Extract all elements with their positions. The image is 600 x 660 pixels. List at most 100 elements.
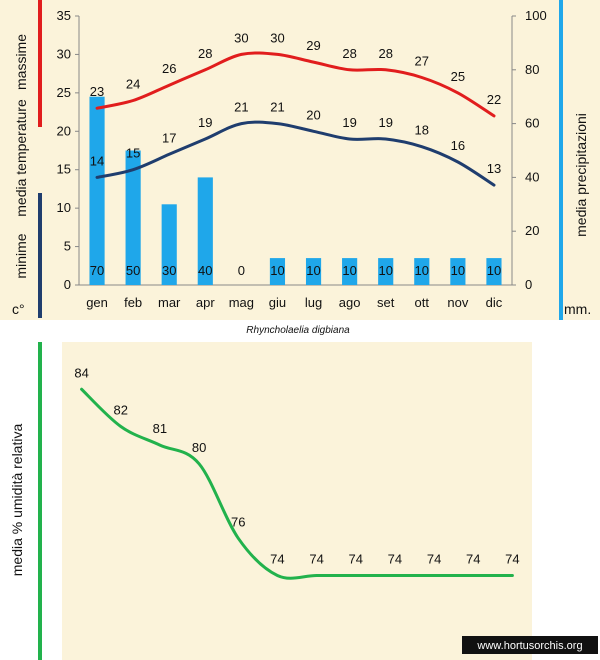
precip-bar [89,96,105,285]
humidity-value-label: 80 [192,440,206,455]
right-tick-label: 60 [525,116,539,131]
left-tick-label: 30 [57,46,71,61]
watermark-background [462,636,598,654]
precip-bar [197,177,213,285]
humidity-line [80,387,514,580]
min-value-label: 14 [90,153,104,168]
month-label: gen [86,295,108,310]
humidity-value-label: 74 [349,552,363,567]
precip-value-label: 30 [162,263,176,278]
precip-value-label: 40 [198,263,212,278]
left-tick-label: 25 [57,85,71,100]
max-value-label: 23 [90,84,104,99]
humidity-value-label: 74 [270,552,284,567]
humidity-value-label: 74 [388,552,402,567]
max-temperature-labels: 23 24 26 28 30 30 29 28 28 27 25 22 [90,30,501,106]
humidity-value-label: 76 [231,514,245,529]
max-value-label: 30 [270,30,284,45]
left-tick-label: 10 [57,200,71,215]
month-label: mar [158,295,181,310]
max-value-label: 25 [451,69,465,84]
max-value-label: 28 [198,46,212,61]
month-label: ago [339,295,361,310]
precip-value-label: 50 [126,263,140,278]
precip-bar [269,258,286,285]
right-tick-label: 0 [525,277,532,292]
left-tick-label: 15 [57,162,71,177]
precip-bar [414,258,430,285]
min-value-label: 17 [162,130,176,145]
left-axis-ticks: 0 5 10 15 20 25 30 35 [57,8,79,292]
humidity-value-label: 74 [505,552,519,567]
max-value-label: 22 [487,92,501,107]
left-axis-unit: c° [12,301,25,317]
precip-bar [486,258,502,285]
min-value-label: 21 [234,100,248,115]
min-value-label: 21 [270,100,284,115]
min-value-label: 15 [126,146,140,161]
month-label: feb [124,295,142,310]
min-temperature-labels: 14 15 17 19 21 21 20 19 19 18 16 13 [90,100,501,176]
humidity-value-label: 81 [153,421,167,436]
min-value-label: 19 [198,115,212,130]
precip-bar [450,258,466,285]
max-value-label: 26 [162,61,176,76]
month-label: set [377,295,395,310]
min-value-label: 18 [415,123,429,138]
right-axis-ticks: 0 20 40 60 80 100 [512,8,547,292]
min-value-label: 13 [487,161,501,176]
left-tick-label: 20 [57,123,71,138]
precip-value-label: 10 [378,263,392,278]
precip-bar [305,258,322,285]
precip-value-label: 70 [90,263,104,278]
max-value-label: 30 [234,30,248,45]
min-value-label: 16 [451,138,465,153]
precip-value-label: 0 [238,263,245,278]
humidity-axis-label: media % umidità relativa [9,424,25,577]
max-value-label: 28 [378,46,392,61]
precip-bar [342,258,358,285]
max-value-label: 29 [306,38,320,53]
precip-bar [378,258,394,285]
month-label: giu [269,295,286,310]
min-value-label: 20 [306,107,320,122]
min-value-label: 19 [342,115,356,130]
max-value-label: 24 [126,77,140,92]
precip-value-label: 10 [306,263,320,278]
right-axis-unit: mm. [564,301,591,317]
precip-value-label: 10 [270,263,284,278]
right-axis-label: media precipitazioni [573,113,589,237]
left-tick-label: 0 [64,277,71,292]
left-axis-label-max: massime [13,34,29,90]
right-tick-label: 80 [525,62,539,77]
month-tick-labels: gen feb mar apr mag giu lug ago set ott nov dic [86,295,503,310]
humidity-value-label: 74 [427,552,441,567]
species-caption: Rhyncholaelia digbiana [246,325,350,336]
precip-value-label: 10 [415,263,429,278]
precip-value-label: 10 [342,263,356,278]
humidity-value-label: 82 [114,403,128,418]
min-value-label: 19 [378,115,392,130]
month-label: lug [305,295,322,310]
precipitation-bars [89,96,502,285]
month-label: apr [196,295,215,310]
month-label: mag [229,295,254,310]
month-label: dic [486,295,503,310]
humidity-value-label: 74 [466,552,480,567]
precip-value-label: 10 [451,263,465,278]
month-label: nov [447,295,468,310]
precip-bar [161,204,177,285]
precip-bar [125,150,141,285]
left-tick-label: 5 [64,239,71,254]
month-label: ott [415,295,430,310]
bottom-chart-background [62,342,532,660]
right-tick-label: 100 [525,8,547,23]
watermark: www.hortusorchis.org [476,640,582,652]
precip-value-label: 10 [487,263,501,278]
right-tick-label: 20 [525,223,539,238]
humidity-labels: 84 82 81 80 76 74 74 74 74 74 74 74 [74,365,519,566]
max-temperature-line [95,51,496,118]
humidity-value-label: 74 [309,552,323,567]
humidity-value-label: 84 [74,365,88,380]
